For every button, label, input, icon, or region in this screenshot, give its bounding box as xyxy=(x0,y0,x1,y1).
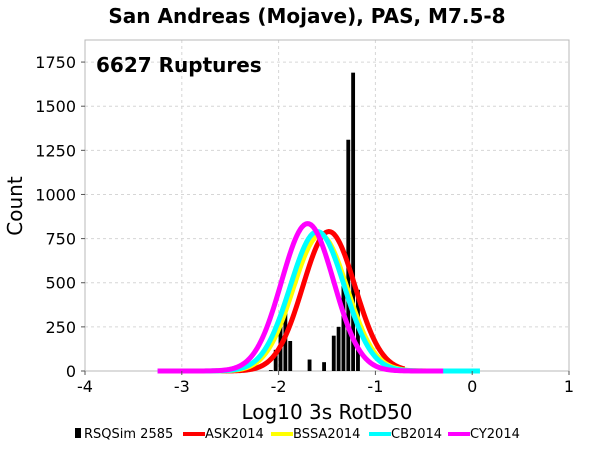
y-tick-label: 1750 xyxy=(35,53,76,72)
x-tick-label: -3 xyxy=(174,377,190,396)
curve-cy2014 xyxy=(156,221,444,374)
x-axis-label: Log10 3s RotD50 xyxy=(242,400,413,424)
y-axis-label: Count xyxy=(3,176,27,236)
histogram-bar xyxy=(268,370,273,371)
legend-label: BSSA2014 xyxy=(293,427,360,442)
legend-label: CB2014 xyxy=(391,427,442,442)
histogram-bar xyxy=(336,326,341,371)
histogram-bar xyxy=(322,362,326,371)
legend: RSQSim 2585 ASK2014 BSSA2014 CB2014 CY2014 xyxy=(75,427,520,442)
histogram-bar xyxy=(346,139,351,371)
y-axis-ticks: 0 250 500 750 1000 1250 1500 1750 xyxy=(35,53,85,381)
x-tick-label: 0 xyxy=(467,377,477,396)
rupture-count-annotation: 6627 Ruptures xyxy=(96,53,262,77)
y-tick-label: 1000 xyxy=(35,185,76,204)
histogram-bar xyxy=(331,335,336,371)
legend-label: ASK2014 xyxy=(205,427,264,442)
curve-cb2014 xyxy=(157,229,481,374)
legend-label: CY2014 xyxy=(470,427,520,442)
chart-title: San Andreas (Mojave), PAS, M7.5-8 xyxy=(108,4,505,28)
y-tick-label: 500 xyxy=(45,274,76,293)
y-tick-label: 1500 xyxy=(35,97,76,116)
y-tick-label: 1250 xyxy=(35,141,76,160)
legend-label: RSQSim 2585 xyxy=(84,427,173,442)
histogram-bar xyxy=(273,349,278,371)
legend-swatch xyxy=(75,428,81,438)
x-tick-label: -4 xyxy=(77,377,93,396)
y-tick-label: 750 xyxy=(45,230,76,249)
plot-area xyxy=(84,39,570,372)
histogram-bar xyxy=(351,72,356,372)
x-tick-label: -1 xyxy=(367,377,383,396)
x-axis-ticks: -4 -3 -2 -1 0 1 xyxy=(77,371,574,396)
curve-bssa2014 xyxy=(200,232,445,374)
distribution-curves xyxy=(156,221,481,374)
histogram-bar xyxy=(341,282,346,371)
x-tick-label: -2 xyxy=(271,377,287,396)
y-tick-label: 250 xyxy=(45,318,76,337)
x-tick-label: 1 xyxy=(564,377,574,396)
histogram-bar xyxy=(307,359,312,371)
curve-ask2014 xyxy=(219,229,406,374)
grid-lines xyxy=(84,40,570,372)
y-tick-label: 0 xyxy=(66,362,76,381)
histogram-bar xyxy=(288,340,293,371)
